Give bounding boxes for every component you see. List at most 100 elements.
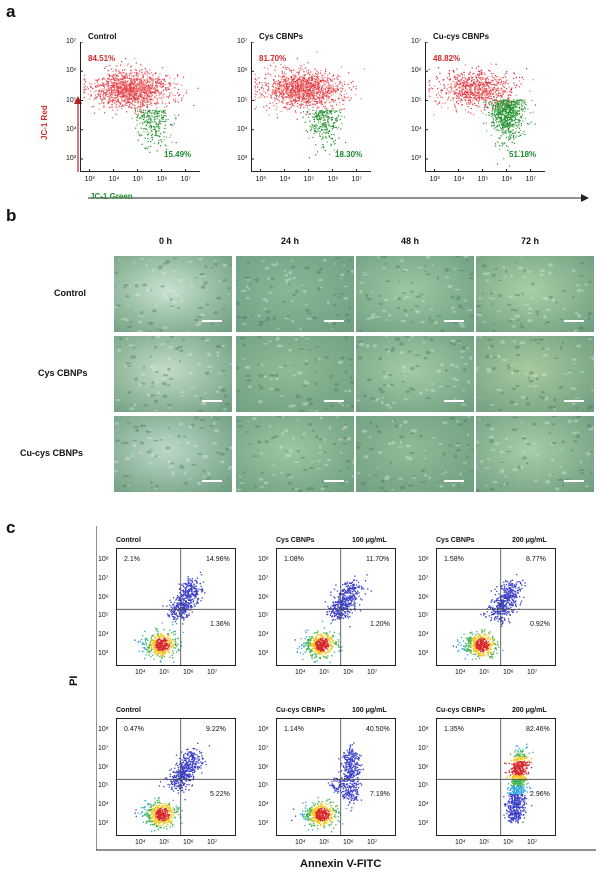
jc1-y-tick-label: 10⁵ (237, 96, 248, 104)
jc1-events (83, 58, 199, 153)
flow-x-tick-label: 10⁶ (343, 839, 354, 846)
quadrant-upper-right-pct: 11.70% (366, 556, 390, 563)
cell-micrograph (114, 256, 232, 332)
jc1-y-tick-label: 10³ (66, 155, 77, 162)
treatment-row-label: Cys CBNPs (38, 368, 88, 378)
flow-y-tick-label: 10⁸ (258, 725, 269, 733)
flow-x-tick-label: 10⁷ (367, 669, 378, 676)
flow-y-tick-label: 10⁷ (258, 574, 269, 582)
flow-x-tick-label: 10⁴ (135, 669, 146, 676)
jc1-y-tick-label: 10⁴ (237, 125, 248, 133)
flow-plot-dose: 100 μg/mL (352, 537, 387, 544)
flow-x-tick-label: 10⁶ (343, 669, 354, 676)
jc1-red-percent: 84.51% (88, 54, 116, 63)
flow-y-tick-label: 10⁶ (418, 763, 429, 771)
flow-x-tick-label: 10⁴ (295, 839, 306, 846)
jc1-y-tick-label: 10⁵ (411, 96, 422, 104)
treatment-row-label: Cu-cys CBNPs (20, 448, 84, 458)
flow-y-tick-label: 10⁷ (98, 744, 109, 752)
flow-y-tick-label: 10⁷ (98, 574, 109, 582)
jc1-y-tick-label: 10⁷ (237, 38, 248, 45)
flow-y-tick-label: 10⁸ (258, 555, 269, 563)
flow-x-tick-label: 10⁴ (295, 669, 306, 676)
quadrant-lower-right-pct: 5.22% (210, 791, 230, 799)
flow-events (294, 574, 372, 663)
quadrant-upper-left-pct: 1.58% (444, 556, 464, 563)
scale-bar (444, 400, 464, 402)
jc1-y-tick-label: 10⁴ (411, 125, 422, 133)
jc1-x-tick-label: 10⁴ (453, 176, 465, 183)
flow-y-tick-label: 10⁶ (98, 593, 109, 601)
quadrant-upper-right-pct: 40.50% (366, 726, 390, 733)
flow-y-tick-label: 10⁴ (258, 801, 269, 809)
flow-cytometry-plot (436, 548, 556, 666)
quadrant-lower-right-pct: 2.96% (530, 791, 550, 799)
quadrant-upper-left-pct: 1.08% (284, 556, 304, 563)
flow-x-tick-label: 10⁴ (455, 669, 466, 676)
scale-bar (324, 480, 344, 482)
flow-y-tick-label: 10³ (258, 820, 269, 828)
jc1-plot-title: Cys CBNPs (259, 32, 304, 41)
flow-x-tick-label: 10⁵ (479, 669, 490, 676)
quadrant-upper-right-pct: 82.46% (526, 726, 550, 733)
quadrant-lower-right-pct: 1.36% (210, 621, 230, 629)
flow-y-tick-label: 10⁵ (258, 782, 269, 790)
flow-x-tick-label: 10⁶ (183, 839, 194, 846)
flow-x-tick-label: 10⁷ (527, 669, 538, 676)
quadrant-lower-right-pct: 1.20% (370, 621, 390, 629)
pi-axis-label: PI (68, 675, 80, 686)
quadrant-upper-right-pct: 8.77% (526, 556, 546, 563)
jc1-x-tick-label: 10⁵ (132, 176, 144, 183)
jc1-x-tick-label: 10⁵ (477, 176, 489, 183)
flow-plot-dose: 200 μg/mL (512, 537, 547, 544)
flow-events (134, 742, 211, 832)
flow-y-tick-label: 10³ (418, 820, 429, 828)
jc1-y-tick-label: 10⁷ (66, 38, 77, 45)
jc1-y-tick-label: 10⁶ (411, 67, 422, 75)
flow-y-tick-label: 10⁷ (418, 744, 429, 752)
jc1-y-tick-label: 10³ (237, 155, 248, 162)
flow-y-tick-label: 10³ (418, 650, 429, 658)
flow-y-tick-label: 10⁵ (98, 612, 109, 620)
flow-plot-title: Cu-cys CBNPs (436, 707, 486, 714)
jc1-x-tick-label: 10³ (84, 176, 95, 183)
scale-bar (202, 400, 222, 402)
cell-micrograph (236, 256, 354, 332)
flow-y-tick-label: 10⁴ (418, 801, 429, 809)
flow-y-tick-label: 10⁴ (98, 631, 109, 639)
jc1-scatter-plot (251, 41, 371, 172)
jc1-scatter-plot (80, 41, 200, 172)
timepoint-column-header: 48 h (401, 236, 420, 246)
jc1-x-tick-label: 10⁶ (327, 176, 339, 183)
panel-a-axis-arrows (74, 96, 589, 202)
jc1-green-percent: 15.49% (164, 150, 192, 159)
jc1-x-tick-label: 10⁴ (108, 176, 120, 183)
jc1-y-tick-label: 10⁵ (66, 96, 77, 104)
jc1-x-tick-label: 10⁵ (303, 176, 315, 183)
quadrant-upper-right-pct: 14.96% (206, 556, 230, 563)
cell-micrograph (114, 336, 232, 412)
jc1-red-percent: 81.70% (259, 54, 287, 63)
flow-y-tick-label: 10⁵ (98, 782, 109, 790)
cell-micrograph (236, 336, 354, 412)
flow-y-tick-label: 10⁴ (98, 801, 109, 809)
flow-y-tick-label: 10⁸ (418, 555, 429, 563)
flow-y-tick-label: 10⁶ (418, 593, 429, 601)
flow-x-tick-label: 10⁷ (207, 669, 218, 676)
jc1-x-tick-label: 10⁷ (180, 176, 191, 183)
flow-y-tick-label: 10³ (98, 650, 109, 658)
flow-y-tick-label: 10⁶ (98, 763, 109, 771)
jc1-y-tick-label: 10³ (411, 155, 422, 162)
flow-y-tick-label: 10³ (98, 820, 109, 828)
flow-x-tick-label: 10⁶ (503, 839, 514, 846)
jc1-x-tick-label: 10⁷ (351, 176, 362, 183)
jc1-plot-title: Cu-cys CBNPs (433, 32, 490, 41)
treatment-row-label: Control (54, 288, 86, 298)
cell-micrograph (476, 336, 594, 412)
timepoint-column-header: 0 h (159, 236, 173, 246)
quadrant-upper-left-pct: 1.35% (444, 726, 464, 733)
flow-y-tick-label: 10⁵ (418, 612, 429, 620)
flow-x-tick-label: 10⁶ (503, 669, 514, 676)
flow-x-tick-label: 10⁵ (159, 839, 170, 846)
annexin-axis-label: Annexin V-FITC (300, 858, 382, 870)
